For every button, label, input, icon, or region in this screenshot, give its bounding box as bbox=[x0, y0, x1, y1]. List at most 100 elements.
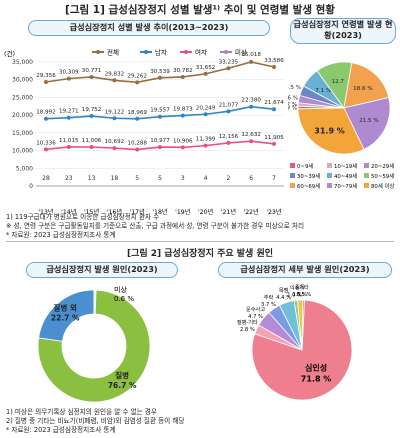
age-pie-title: 급성심장정지 연령별 발생 현황(2023) bbox=[290, 18, 396, 44]
x-tick-label: '21년 bbox=[221, 208, 237, 216]
data-label: 21,077 bbox=[219, 102, 239, 108]
pie-category-label: 기타 bbox=[299, 283, 309, 291]
data-label: 19,271 bbox=[59, 109, 79, 115]
pie-category-label: 목맴 bbox=[279, 287, 289, 294]
donut-value-label: 76.7 % bbox=[108, 381, 137, 390]
data-label: 10,906 bbox=[173, 138, 193, 144]
legend-label: 10~19세 bbox=[334, 162, 357, 170]
line-chart-title: 급성심장정지 성별 발생 추이(2013~2023) bbox=[28, 20, 270, 36]
unknown-count-label: 3 bbox=[181, 175, 185, 182]
y-tick-label: 10,000 bbox=[12, 148, 33, 155]
pie-value-label: 1.2 % bbox=[288, 102, 297, 108]
data-point bbox=[66, 115, 71, 120]
data-label: 11,399 bbox=[196, 137, 216, 143]
data-point bbox=[89, 74, 94, 79]
x-tick-label: '19년 bbox=[175, 208, 191, 216]
data-label: 12,632 bbox=[241, 132, 261, 138]
data-point bbox=[158, 75, 162, 80]
data-point bbox=[135, 147, 140, 152]
fig1-note-3: * 자료원: 2023 급성심장정지조사 통계 bbox=[6, 231, 116, 239]
pie-value-label: 0.5 % bbox=[297, 292, 312, 298]
legend-label: 80세 이상 bbox=[371, 182, 394, 190]
data-label: 20,249 bbox=[196, 105, 216, 111]
pie-value-label: 4.7 % bbox=[248, 314, 263, 320]
data-label: 29,262 bbox=[127, 73, 147, 79]
data-point bbox=[203, 71, 208, 76]
y-tick-label: 5,000 bbox=[16, 165, 33, 172]
section-divider bbox=[6, 241, 394, 242]
x-tick-label: '15년 bbox=[84, 208, 100, 216]
pie-category-label: 익수 bbox=[290, 283, 300, 291]
data-point bbox=[272, 141, 276, 146]
data-label: 33,586 bbox=[264, 58, 284, 64]
pie-value-label: 31.9 % bbox=[314, 127, 345, 136]
data-point bbox=[112, 116, 117, 121]
pie-value-label: 18.6 % bbox=[353, 86, 373, 92]
donut-category-label: 질병 bbox=[115, 370, 129, 380]
legend-swatch bbox=[327, 163, 332, 168]
x-tick-label: '18년 bbox=[152, 208, 168, 216]
cause-pie-title: 급성심장정지 발생 원인(2023) bbox=[26, 262, 178, 278]
data-point bbox=[180, 145, 185, 150]
legend-swatch bbox=[364, 183, 369, 188]
data-point bbox=[112, 146, 117, 151]
legend-swatch bbox=[364, 163, 369, 168]
unknown-count-label: 4 bbox=[204, 175, 208, 182]
data-point bbox=[66, 144, 71, 149]
data-point bbox=[89, 145, 94, 150]
pie-slice bbox=[343, 96, 391, 150]
legend-label: 70~79세 bbox=[334, 182, 357, 190]
data-label: 33,235 bbox=[219, 59, 239, 65]
pie-category-label: 심인성 bbox=[305, 363, 327, 373]
data-point bbox=[44, 116, 48, 121]
data-label: 29,832 bbox=[105, 71, 125, 77]
sex-trend-line-chart: (건) 0 5,000 10,000 15,000 20,000 25,000 30,000 3… bbox=[4, 48, 284, 217]
data-point bbox=[249, 139, 254, 144]
data-label: 10,692 bbox=[105, 139, 125, 145]
data-label: 10,977 bbox=[150, 138, 170, 144]
legend-label: 0~9세 bbox=[297, 162, 313, 170]
pie-slice bbox=[297, 107, 365, 155]
donut-value-label: 0.6 % bbox=[114, 295, 134, 303]
legend-swatch bbox=[327, 183, 332, 188]
legend-label: 60~69세 bbox=[297, 182, 320, 190]
data-label: 19,557 bbox=[150, 108, 170, 114]
pie-category-label: 운수사고 bbox=[246, 305, 265, 313]
data-label: 30,309 bbox=[59, 70, 79, 76]
pie-value-label: 12.7 bbox=[332, 79, 345, 85]
data-label: 30,771 bbox=[82, 68, 102, 74]
pie-value-label: 71.8 % bbox=[301, 375, 332, 384]
data-label: 10,288 bbox=[127, 141, 147, 147]
data-label: 22,380 bbox=[241, 98, 261, 104]
data-point bbox=[249, 104, 254, 109]
data-label: 19,752 bbox=[82, 107, 102, 113]
pie-value-label: 1.5 % bbox=[292, 292, 307, 298]
pie-value-label: 7.1 % bbox=[315, 88, 331, 94]
legend-marker bbox=[96, 50, 100, 54]
data-point bbox=[272, 65, 276, 70]
figure1-title: [그림 1] 급성심장정지 성별 발생¹⁾ 추이 및 연령별 발생 현황 bbox=[65, 4, 335, 16]
legend-marker bbox=[184, 50, 188, 54]
data-point bbox=[203, 112, 208, 117]
y-tick-label: 30,000 bbox=[12, 77, 33, 84]
unknown-count-label: 13 bbox=[88, 175, 96, 182]
data-label: 11,905 bbox=[264, 135, 284, 141]
data-label: 21,674 bbox=[264, 100, 284, 106]
unknown-count-label: 23 bbox=[65, 175, 73, 182]
legend-label: 여자 bbox=[195, 48, 207, 57]
data-label: 19,122 bbox=[105, 109, 125, 115]
pie-value-label: 4.4 % bbox=[276, 295, 291, 301]
pie-value-label: 21.5 % bbox=[359, 118, 379, 124]
x-tick-label: '16년 bbox=[107, 208, 123, 216]
data-point bbox=[180, 113, 185, 118]
legend-label: 40~49세 bbox=[334, 172, 357, 180]
data-label: 11,015 bbox=[59, 138, 79, 144]
pie-value-label: 2.8 % bbox=[240, 327, 255, 333]
figure2-title: [그림 2] 급성심장정지 주요 발생 원인 bbox=[126, 249, 274, 259]
legend-swatch bbox=[290, 183, 295, 188]
data-label: 18,969 bbox=[127, 110, 147, 116]
data-point bbox=[112, 78, 117, 83]
data-label: 35,018 bbox=[241, 52, 261, 58]
legend-label: 30~39세 bbox=[297, 172, 320, 180]
legend-marker bbox=[224, 50, 228, 54]
